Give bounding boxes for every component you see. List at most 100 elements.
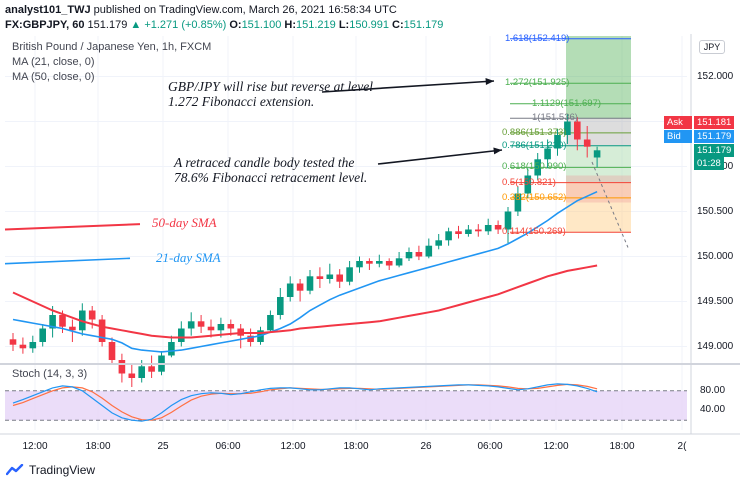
candle-body	[385, 261, 393, 266]
fib-level-label: 0.114(150.269)	[502, 226, 566, 238]
time-tick-label: 25	[157, 441, 169, 452]
candle-body	[484, 225, 492, 232]
tradingview-logo[interactable]: TradingView	[6, 463, 95, 477]
fib-level-label: 1.272(151.925)	[505, 77, 570, 89]
time-tick-label: 18:00	[85, 441, 111, 452]
candle-body	[138, 366, 145, 378]
candle-body	[19, 344, 27, 349]
candle-body	[108, 342, 116, 360]
candle-body	[306, 276, 314, 291]
fib-level-label: 1.1129(151.697)	[532, 97, 602, 109]
candle-body	[9, 339, 17, 345]
annotation-top-line2: 1.272 Fibonacci extension.	[168, 94, 315, 109]
candle-body	[455, 231, 462, 234]
chart-svg[interactable]	[0, 34, 740, 456]
ma21-legend[interactable]: MA (21, close, 0)	[12, 56, 95, 68]
candle-body	[564, 121, 571, 135]
time-tick-label: 18:00	[609, 441, 635, 452]
candle-body	[286, 283, 294, 297]
time-tick-label: 2(	[677, 441, 687, 452]
close-label: C:	[392, 19, 404, 31]
high-value: 151.219	[296, 19, 336, 31]
candle-body	[326, 274, 334, 279]
sma50-legend-line	[4, 223, 141, 231]
time-tick-label: 12:00	[22, 441, 48, 452]
candle-body	[593, 150, 601, 158]
close-value: 151.179	[403, 19, 444, 31]
time-tick-label: 06:00	[477, 441, 503, 452]
sma21-legend-line	[4, 257, 131, 265]
candle-body	[88, 310, 96, 320]
price-tick-label: 150.500	[697, 205, 734, 217]
fib-level-label: 0.886(151.373)	[502, 126, 567, 138]
stoch-legend[interactable]: Stoch (14, 3, 3)	[12, 368, 88, 380]
open-label: O:	[229, 19, 242, 31]
price-change: ▲ +1.271 (+0.85%)	[130, 19, 227, 31]
low-value: 150.991	[349, 19, 389, 31]
price-tick-label: 152.000	[697, 70, 734, 82]
candle-body	[168, 342, 175, 356]
sma50-label: 50-day SMA	[152, 215, 217, 230]
fib-zone-red	[566, 175, 631, 203]
countdown-tag: 01:28	[694, 157, 724, 170]
fib-level-label: 0.786(151.230)	[502, 139, 567, 151]
ask-tag: Ask	[664, 116, 692, 129]
fib-level-label: 0.618(150.990)	[502, 161, 567, 173]
candle-body	[366, 261, 373, 264]
candle-body	[544, 148, 551, 160]
candle-body	[128, 373, 136, 378]
candle-body	[465, 229, 472, 234]
stoch-k-line	[12, 383, 598, 422]
candle-body	[316, 276, 324, 279]
candle-body	[534, 159, 541, 176]
annotation-mid-arrow	[377, 149, 503, 165]
candle-body	[405, 252, 413, 259]
stoch-d-line	[12, 383, 598, 421]
currency-button[interactable]: JPY	[699, 40, 725, 54]
stoch-band	[5, 390, 687, 421]
symbol-line: FX:GBPJPY, 60 151.179 ▲ +1.271 (+0.85%) …	[5, 19, 443, 31]
candle-body	[296, 283, 304, 291]
candle-body	[29, 342, 37, 349]
candle-body	[514, 193, 522, 212]
fib-level-label: 0.5(150.821)	[502, 176, 556, 188]
price-tick-label: 149.000	[697, 340, 734, 352]
candle-body	[504, 211, 512, 230]
tradingview-logo-icon	[6, 464, 24, 476]
bid-tag: Bid	[664, 130, 692, 143]
candle-body	[415, 252, 423, 257]
symbol-name[interactable]: FX:GBPJPY, 60	[5, 19, 85, 31]
stoch-tick-label: 40.00	[700, 404, 726, 416]
candle-body	[178, 328, 185, 342]
ask-price: 151.181	[694, 116, 735, 129]
candle-body	[346, 267, 353, 282]
fib-level-label: 0.382(150.652)	[502, 191, 567, 203]
time-tick-label: 12:00	[543, 441, 569, 452]
author-name[interactable]: analyst101_TWJ	[5, 4, 91, 16]
candle-body	[187, 321, 195, 329]
ma21-line	[12, 190, 598, 353]
sma21-label: 21-day SMA	[156, 250, 221, 265]
candle-body	[197, 321, 205, 327]
open-value: 151.100	[241, 19, 282, 31]
candle-body	[554, 135, 561, 149]
fib-zone-orange	[566, 182, 631, 233]
target-zone	[566, 36, 631, 119]
last-price-tag: 151.179	[694, 144, 735, 157]
candle-body	[425, 245, 433, 257]
candle-body	[574, 121, 581, 140]
chart-area[interactable]	[0, 34, 740, 456]
publish-text: published on TradingView.com, March 26, …	[93, 4, 397, 16]
candle-body	[583, 139, 591, 147]
publish-line: analyst101_TWJ published on TradingView.…	[5, 4, 397, 16]
time-tick-label: 12:00	[280, 441, 306, 452]
publish-header: analyst101_TWJ published on TradingView.…	[0, 0, 740, 34]
candle-body	[118, 360, 126, 374]
annotation-top-arrow	[321, 80, 495, 93]
candle-body	[217, 324, 225, 331]
ma50-legend[interactable]: MA (50, close, 0)	[12, 71, 95, 83]
candle-body	[148, 366, 155, 372]
annotation-mid-arrow-head	[493, 147, 502, 155]
candle-body	[524, 175, 532, 194]
candle-body	[336, 274, 343, 282]
